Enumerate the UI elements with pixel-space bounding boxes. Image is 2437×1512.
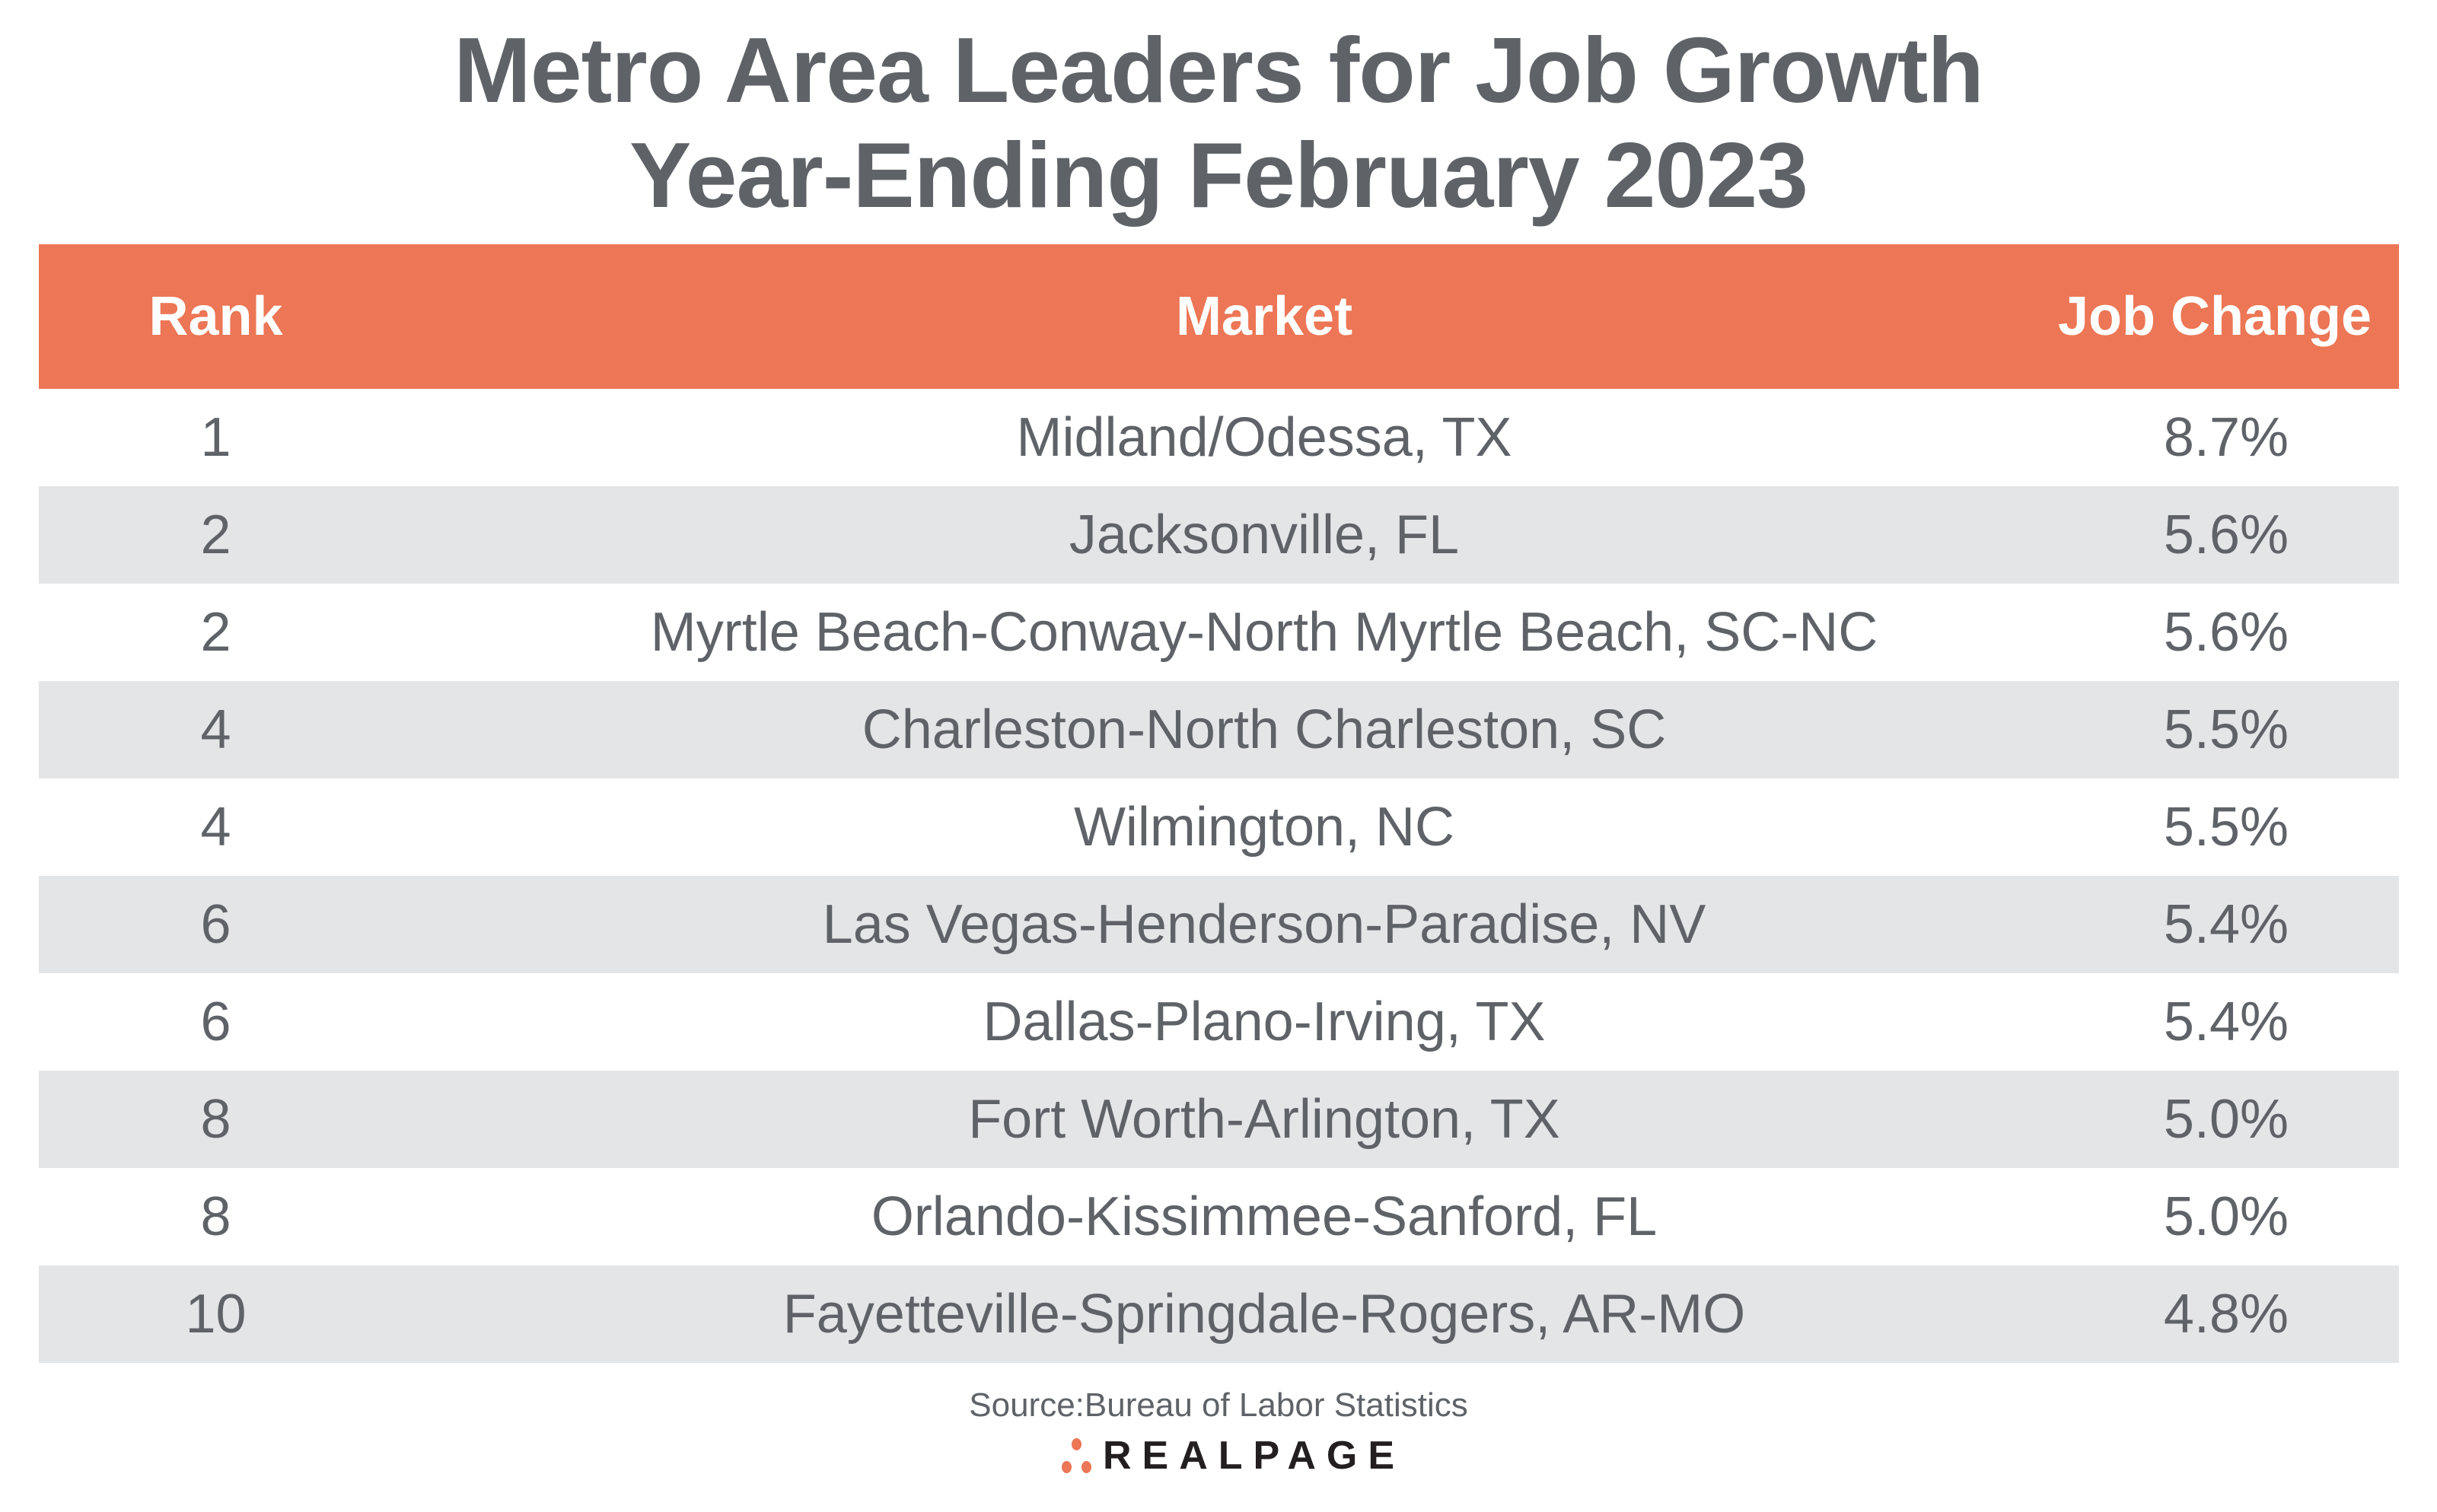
title-line-2: Year-Ending February 2023 xyxy=(629,123,1808,227)
job-change-cell: 5.6% xyxy=(2163,602,2289,663)
job-change-cell: 5.6% xyxy=(2163,505,2289,565)
job-change-cell: 4.8% xyxy=(2163,1284,2289,1345)
table-row: 2 Jacksonville, FL 5.6% xyxy=(39,486,2399,584)
rank-cell: 6 xyxy=(200,894,231,955)
job-change-cell: 5.0% xyxy=(2163,1186,2289,1247)
table-row: 4 Wilmington, NC 5.5% xyxy=(39,778,2399,876)
header-rank: Rank xyxy=(148,286,283,347)
three-dots-logo-icon xyxy=(1062,1437,1092,1475)
market-cell: Myrtle Beach-Conway-North Myrtle Beach, … xyxy=(650,602,1878,663)
table-row: 6 Dallas-Plano-Irving, TX 5.4% xyxy=(39,973,2399,1071)
job-change-cell: 5.5% xyxy=(2163,797,2289,858)
job-change-cell: 5.0% xyxy=(2163,1089,2289,1150)
rank-cell: 4 xyxy=(200,699,231,760)
rank-cell: 2 xyxy=(200,505,231,565)
market-cell: Jacksonville, FL xyxy=(1069,505,1460,565)
logo-text: REALPAGE xyxy=(1103,1434,1406,1478)
table-row: 1 Midland/Odessa, TX 8.7% xyxy=(39,389,2399,486)
rank-cell: 1 xyxy=(200,407,231,468)
job-change-cell: 8.7% xyxy=(2163,407,2289,468)
rank-cell: 6 xyxy=(200,992,231,1052)
job-change-cell: 5.5% xyxy=(2163,699,2289,760)
market-cell: Dallas-Plano-Irving, TX xyxy=(983,992,1546,1052)
job-change-cell: 5.4% xyxy=(2163,894,2289,955)
market-cell: Fayetteville-Springdale-Rogers, AR-MO xyxy=(782,1284,1746,1345)
market-cell: Wilmington, NC xyxy=(1073,797,1455,858)
rank-cell: 10 xyxy=(185,1284,247,1345)
market-cell: Fort Worth-Arlington, TX xyxy=(968,1089,1560,1150)
rank-cell: 8 xyxy=(200,1186,231,1247)
header-market: Market xyxy=(1175,286,1353,347)
market-cell: Las Vegas-Henderson-Paradise, NV xyxy=(822,894,1706,955)
table-row: 6 Las Vegas-Henderson-Paradise, NV 5.4% xyxy=(39,876,2399,973)
rank-cell: 8 xyxy=(200,1089,231,1150)
table-row: 8 Fort Worth-Arlington, TX 5.0% xyxy=(39,1071,2399,1168)
table-row: 8 Orlando-Kissimmee-Sanford, FL 5.0% xyxy=(39,1168,2399,1265)
table-row: 4 Charleston-North Charleston, SC 5.5% xyxy=(39,681,2399,778)
market-cell: Midland/Odessa, TX xyxy=(1016,407,1512,468)
table-header: Rank Market Job Change xyxy=(39,244,2399,389)
source-note: Source:Bureau of Labor Statistics xyxy=(969,1386,1468,1424)
title-line-1: Metro Area Leaders for Job Growth xyxy=(454,18,1984,122)
rank-cell: 2 xyxy=(200,602,231,663)
table-row: 10 Fayetteville-Springdale-Rogers, AR-MO 4… xyxy=(39,1265,2399,1363)
job-growth-table: Rank Market Job Change 1 Midland/Odessa, … xyxy=(39,244,2399,1363)
market-cell: Orlando-Kissimmee-Sanford, FL xyxy=(871,1186,1658,1247)
market-cell: Charleston-North Charleston, SC xyxy=(862,699,1667,760)
rank-cell: 4 xyxy=(200,797,231,858)
job-change-cell: 5.4% xyxy=(2163,992,2289,1052)
table-row: 2 Myrtle Beach-Conway-North Myrtle Beach,… xyxy=(39,584,2399,681)
header-job-change: Job Change xyxy=(2057,286,2372,347)
realpage-logo: REALPAGE xyxy=(1062,1429,1405,1482)
